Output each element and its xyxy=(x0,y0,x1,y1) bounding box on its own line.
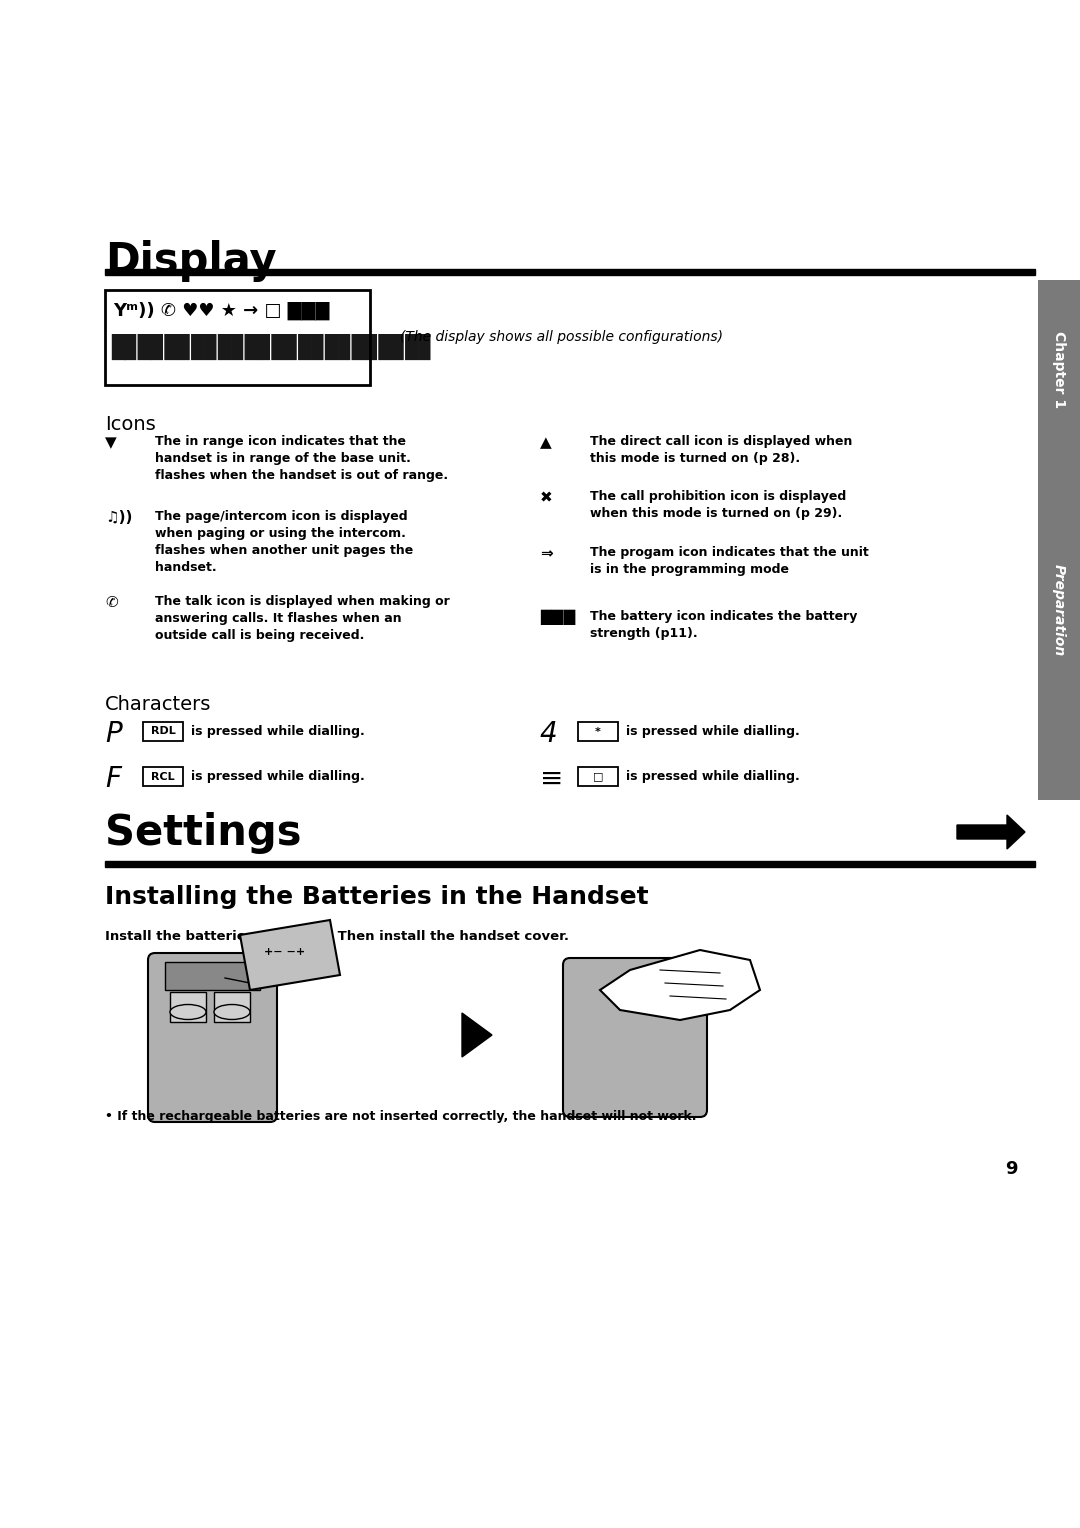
Text: Installing the Batteries in the Handset: Installing the Batteries in the Handset xyxy=(105,885,649,909)
Text: P: P xyxy=(105,720,122,749)
Bar xyxy=(105,269,1035,275)
Text: *: * xyxy=(595,726,600,736)
Text: 4: 4 xyxy=(540,720,557,749)
Bar xyxy=(578,767,618,785)
Ellipse shape xyxy=(214,1004,249,1019)
Text: Yᵐ)) ✆ ♥♥ ★ → □ ███: Yᵐ)) ✆ ♥♥ ★ → □ ███ xyxy=(113,303,329,321)
Text: The call prohibition icon is displayed
when this mode is turned on (p 29).: The call prohibition icon is displayed w… xyxy=(590,490,847,520)
Text: The page/intercom icon is displayed
when paging or using the intercom.
flashes w: The page/intercom icon is displayed when… xyxy=(156,510,414,575)
Text: ✆: ✆ xyxy=(105,594,118,610)
Polygon shape xyxy=(462,1013,492,1057)
Text: The battery icon indicates the battery
strength (p11).: The battery icon indicates the battery s… xyxy=(590,610,858,640)
Text: (The display shows all possible configurations): (The display shows all possible configur… xyxy=(400,330,723,344)
Text: Icons: Icons xyxy=(105,416,156,434)
Bar xyxy=(170,992,206,1022)
Text: ▼: ▼ xyxy=(105,435,117,451)
Polygon shape xyxy=(600,950,760,1021)
Bar xyxy=(214,992,249,1022)
Text: is pressed while dialling.: is pressed while dialling. xyxy=(191,770,365,782)
Text: The progam icon indicates that the unit
is in the programming mode: The progam icon indicates that the unit … xyxy=(590,545,868,576)
Text: The in range icon indicates that the
handset is in range of the base unit.
flash: The in range icon indicates that the han… xyxy=(156,435,448,481)
FancyBboxPatch shape xyxy=(563,958,707,1117)
Bar xyxy=(105,860,1035,866)
Text: ♫)): ♫)) xyxy=(105,510,133,526)
Text: ✖: ✖ xyxy=(540,490,553,504)
Text: ███: ███ xyxy=(540,610,576,625)
Text: RDL: RDL xyxy=(150,726,175,736)
Text: 9: 9 xyxy=(1005,1160,1017,1178)
Polygon shape xyxy=(240,920,340,990)
Text: Install the batteries as shown. Then install the handset cover.: Install the batteries as shown. Then ins… xyxy=(105,931,569,943)
Bar xyxy=(143,723,183,741)
Text: Preparation: Preparation xyxy=(1052,564,1066,656)
Text: ⇒: ⇒ xyxy=(540,545,553,561)
Text: RCL: RCL xyxy=(151,772,175,781)
Text: The direct call icon is displayed when
this mode is turned on (p 28).: The direct call icon is displayed when t… xyxy=(590,435,852,465)
Text: □: □ xyxy=(593,772,604,781)
Text: +− −+: +− −+ xyxy=(265,947,306,957)
Polygon shape xyxy=(957,814,1025,850)
FancyBboxPatch shape xyxy=(148,953,276,1122)
Ellipse shape xyxy=(170,1004,206,1019)
Text: █▉█▉█▉█▉█▉█▉█▉█▉█▉█▉█▉█▉: █▉█▉█▉█▉█▉█▉█▉█▉█▉█▉█▉█▉ xyxy=(111,335,432,361)
Bar xyxy=(105,290,370,385)
Text: Chapter 1: Chapter 1 xyxy=(1052,332,1066,408)
Text: ▲: ▲ xyxy=(540,435,552,451)
Bar xyxy=(165,963,260,990)
Text: ≡: ≡ xyxy=(540,766,564,793)
Text: Settings: Settings xyxy=(105,811,301,854)
Text: The talk icon is displayed when making or
answering calls. It flashes when an
ou: The talk icon is displayed when making o… xyxy=(156,594,449,642)
Bar xyxy=(578,723,618,741)
Bar xyxy=(143,767,183,785)
Text: is pressed while dialling.: is pressed while dialling. xyxy=(191,724,365,738)
Text: is pressed while dialling.: is pressed while dialling. xyxy=(626,724,800,738)
Text: • If the rechargeable batteries are not inserted correctly, the handset will not: • If the rechargeable batteries are not … xyxy=(105,1109,697,1123)
Text: Characters: Characters xyxy=(105,695,212,714)
Text: F: F xyxy=(105,766,121,793)
Text: Display: Display xyxy=(105,240,276,283)
Bar xyxy=(1038,280,1080,801)
Text: is pressed while dialling.: is pressed while dialling. xyxy=(626,770,800,782)
